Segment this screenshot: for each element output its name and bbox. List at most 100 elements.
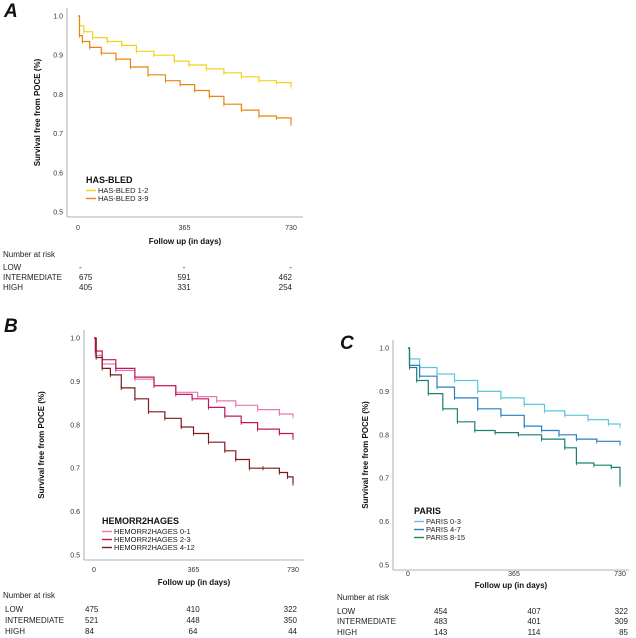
risk-value: 322 [615, 607, 629, 616]
x-tick-label: 0 [76, 225, 80, 232]
risk-row-label: HIGH [5, 627, 25, 636]
y-axis-title: Survival free from POCE (%) [33, 58, 42, 166]
legend-label: HEMORR2HAGES 4-12 [114, 543, 195, 552]
y-tick-label: 0.5 [53, 210, 63, 217]
series-line [78, 15, 292, 87]
risk-value: 410 [186, 605, 200, 614]
x-tick-label: 0 [92, 567, 96, 574]
risk-value: 350 [284, 616, 298, 625]
legend-title: HEMORR2HAGES [102, 516, 179, 526]
legend-label: HAS-BLED 3-9 [98, 194, 148, 203]
risk-row-label: INTERMEDIATE [337, 617, 396, 626]
series-line [78, 15, 292, 124]
y-tick-label: 0.8 [70, 422, 80, 429]
x-axis-title: Follow up (in days) [475, 581, 548, 590]
legend-label: HEMORR2HAGES 2-3 [114, 535, 191, 544]
panel-letter: C [340, 333, 354, 354]
y-tick-label: 0.5 [70, 553, 80, 560]
y-axis-title: Survival free from POCE (%) [361, 401, 370, 509]
y-tick-label: 0.6 [379, 519, 389, 526]
risk-value: 254 [279, 283, 293, 292]
risk-value: 331 [177, 283, 191, 292]
risk-row-label: LOW [337, 607, 356, 616]
x-tick-label: 365 [179, 225, 191, 232]
panel-A: A 0.5 0.6 0.7 0.8 0.9 1.0 0 365 730 Follow up (in … [3, 1, 303, 292]
risk-value: 44 [288, 627, 297, 636]
y-tick-label: 0.9 [379, 389, 389, 396]
x-axis-title: Follow up (in days) [158, 578, 231, 587]
y-axis-title: Survival free from POCE (%) [37, 391, 46, 499]
legend-label: PARIS 4-7 [426, 525, 461, 534]
risk-row-label: INTERMEDIATE [5, 616, 64, 625]
risk-value: 521 [85, 616, 99, 625]
risk-row-label: LOW [5, 605, 24, 614]
y-tick-label: 0.9 [53, 53, 63, 60]
risk-value: 84 [85, 627, 94, 636]
panel-C: C 0.5 0.6 0.7 0.8 0.9 1.0 0 365 730 Follow up (in … [337, 333, 629, 637]
panel-letter: B [4, 316, 18, 337]
y-tick-label: 0.6 [53, 170, 63, 177]
risk-row-label: LOW [3, 263, 22, 272]
risk-row-label: HIGH [337, 628, 357, 637]
legend-title: PARIS [414, 506, 441, 516]
y-tick-label: 0.8 [379, 432, 389, 439]
risk-value: 143 [434, 628, 448, 637]
panel-letter: A [3, 1, 18, 22]
series-line [94, 337, 294, 438]
risk-value: 64 [189, 627, 198, 636]
series-line [94, 337, 294, 484]
y-tick-label: 0.9 [70, 379, 80, 386]
series-line [94, 337, 294, 417]
y-tick-label: 1.0 [379, 346, 389, 353]
x-tick-label: 730 [287, 567, 299, 574]
risk-table: Number at risk LOW 475 410 322 INTERMEDIATE 52… [3, 591, 298, 636]
x-tick-label: 730 [285, 225, 297, 232]
risk-value: 322 [284, 605, 298, 614]
y-tick-label: 0.5 [379, 563, 389, 570]
risk-value: 114 [528, 628, 541, 637]
risk-value: 454 [434, 607, 448, 616]
risk-value: 462 [279, 273, 293, 282]
risk-row-label: INTERMEDIATE [3, 273, 62, 282]
risk-value: 475 [85, 605, 99, 614]
x-tick-label: 365 [188, 567, 200, 574]
risk-value: 448 [186, 616, 200, 625]
panel-B: B 0.5 0.6 0.7 0.8 0.9 1.0 0 365 730 Follow up (in … [3, 316, 304, 636]
legend-label: HAS-BLED 1-2 [98, 186, 148, 195]
risk-value: - [183, 263, 186, 272]
risk-table-title: Number at risk [337, 593, 390, 602]
risk-value: - [289, 263, 292, 272]
x-axis-title: Follow up (in days) [149, 237, 222, 246]
y-tick-label: 1.0 [53, 14, 63, 21]
risk-value: 85 [619, 628, 628, 637]
y-tick-label: 0.8 [53, 92, 63, 99]
risk-table-title: Number at risk [3, 591, 56, 600]
y-tick-label: 0.6 [70, 509, 80, 516]
risk-value: 405 [79, 283, 93, 292]
legend-label: PARIS 0-3 [426, 517, 461, 526]
x-tick-label: 0 [406, 571, 410, 578]
legend-title: HAS-BLED [86, 175, 133, 185]
risk-value: 401 [527, 617, 541, 626]
x-tick-label: 730 [614, 571, 626, 578]
risk-value: 675 [79, 273, 93, 282]
y-tick-label: 0.7 [379, 476, 389, 483]
x-tick-label: 365 [508, 571, 520, 578]
risk-value: 407 [527, 607, 541, 616]
risk-table: Number at risk LOW - - - INTERMEDIATE 675 591 46… [3, 250, 293, 292]
risk-value: - [79, 263, 82, 272]
y-tick-label: 1.0 [70, 336, 80, 343]
risk-value: 483 [434, 617, 448, 626]
y-tick-label: 0.7 [53, 131, 63, 138]
risk-value: 591 [177, 273, 191, 282]
risk-value: 309 [615, 617, 629, 626]
series-line [408, 347, 621, 444]
legend-label: HEMORR2HAGES 0-1 [114, 527, 191, 536]
risk-table-title: Number at risk [3, 250, 56, 259]
y-tick-label: 0.7 [70, 466, 80, 473]
risk-table: Number at risk LOW 454 407 322 INTERMEDIATE 48… [337, 593, 629, 637]
